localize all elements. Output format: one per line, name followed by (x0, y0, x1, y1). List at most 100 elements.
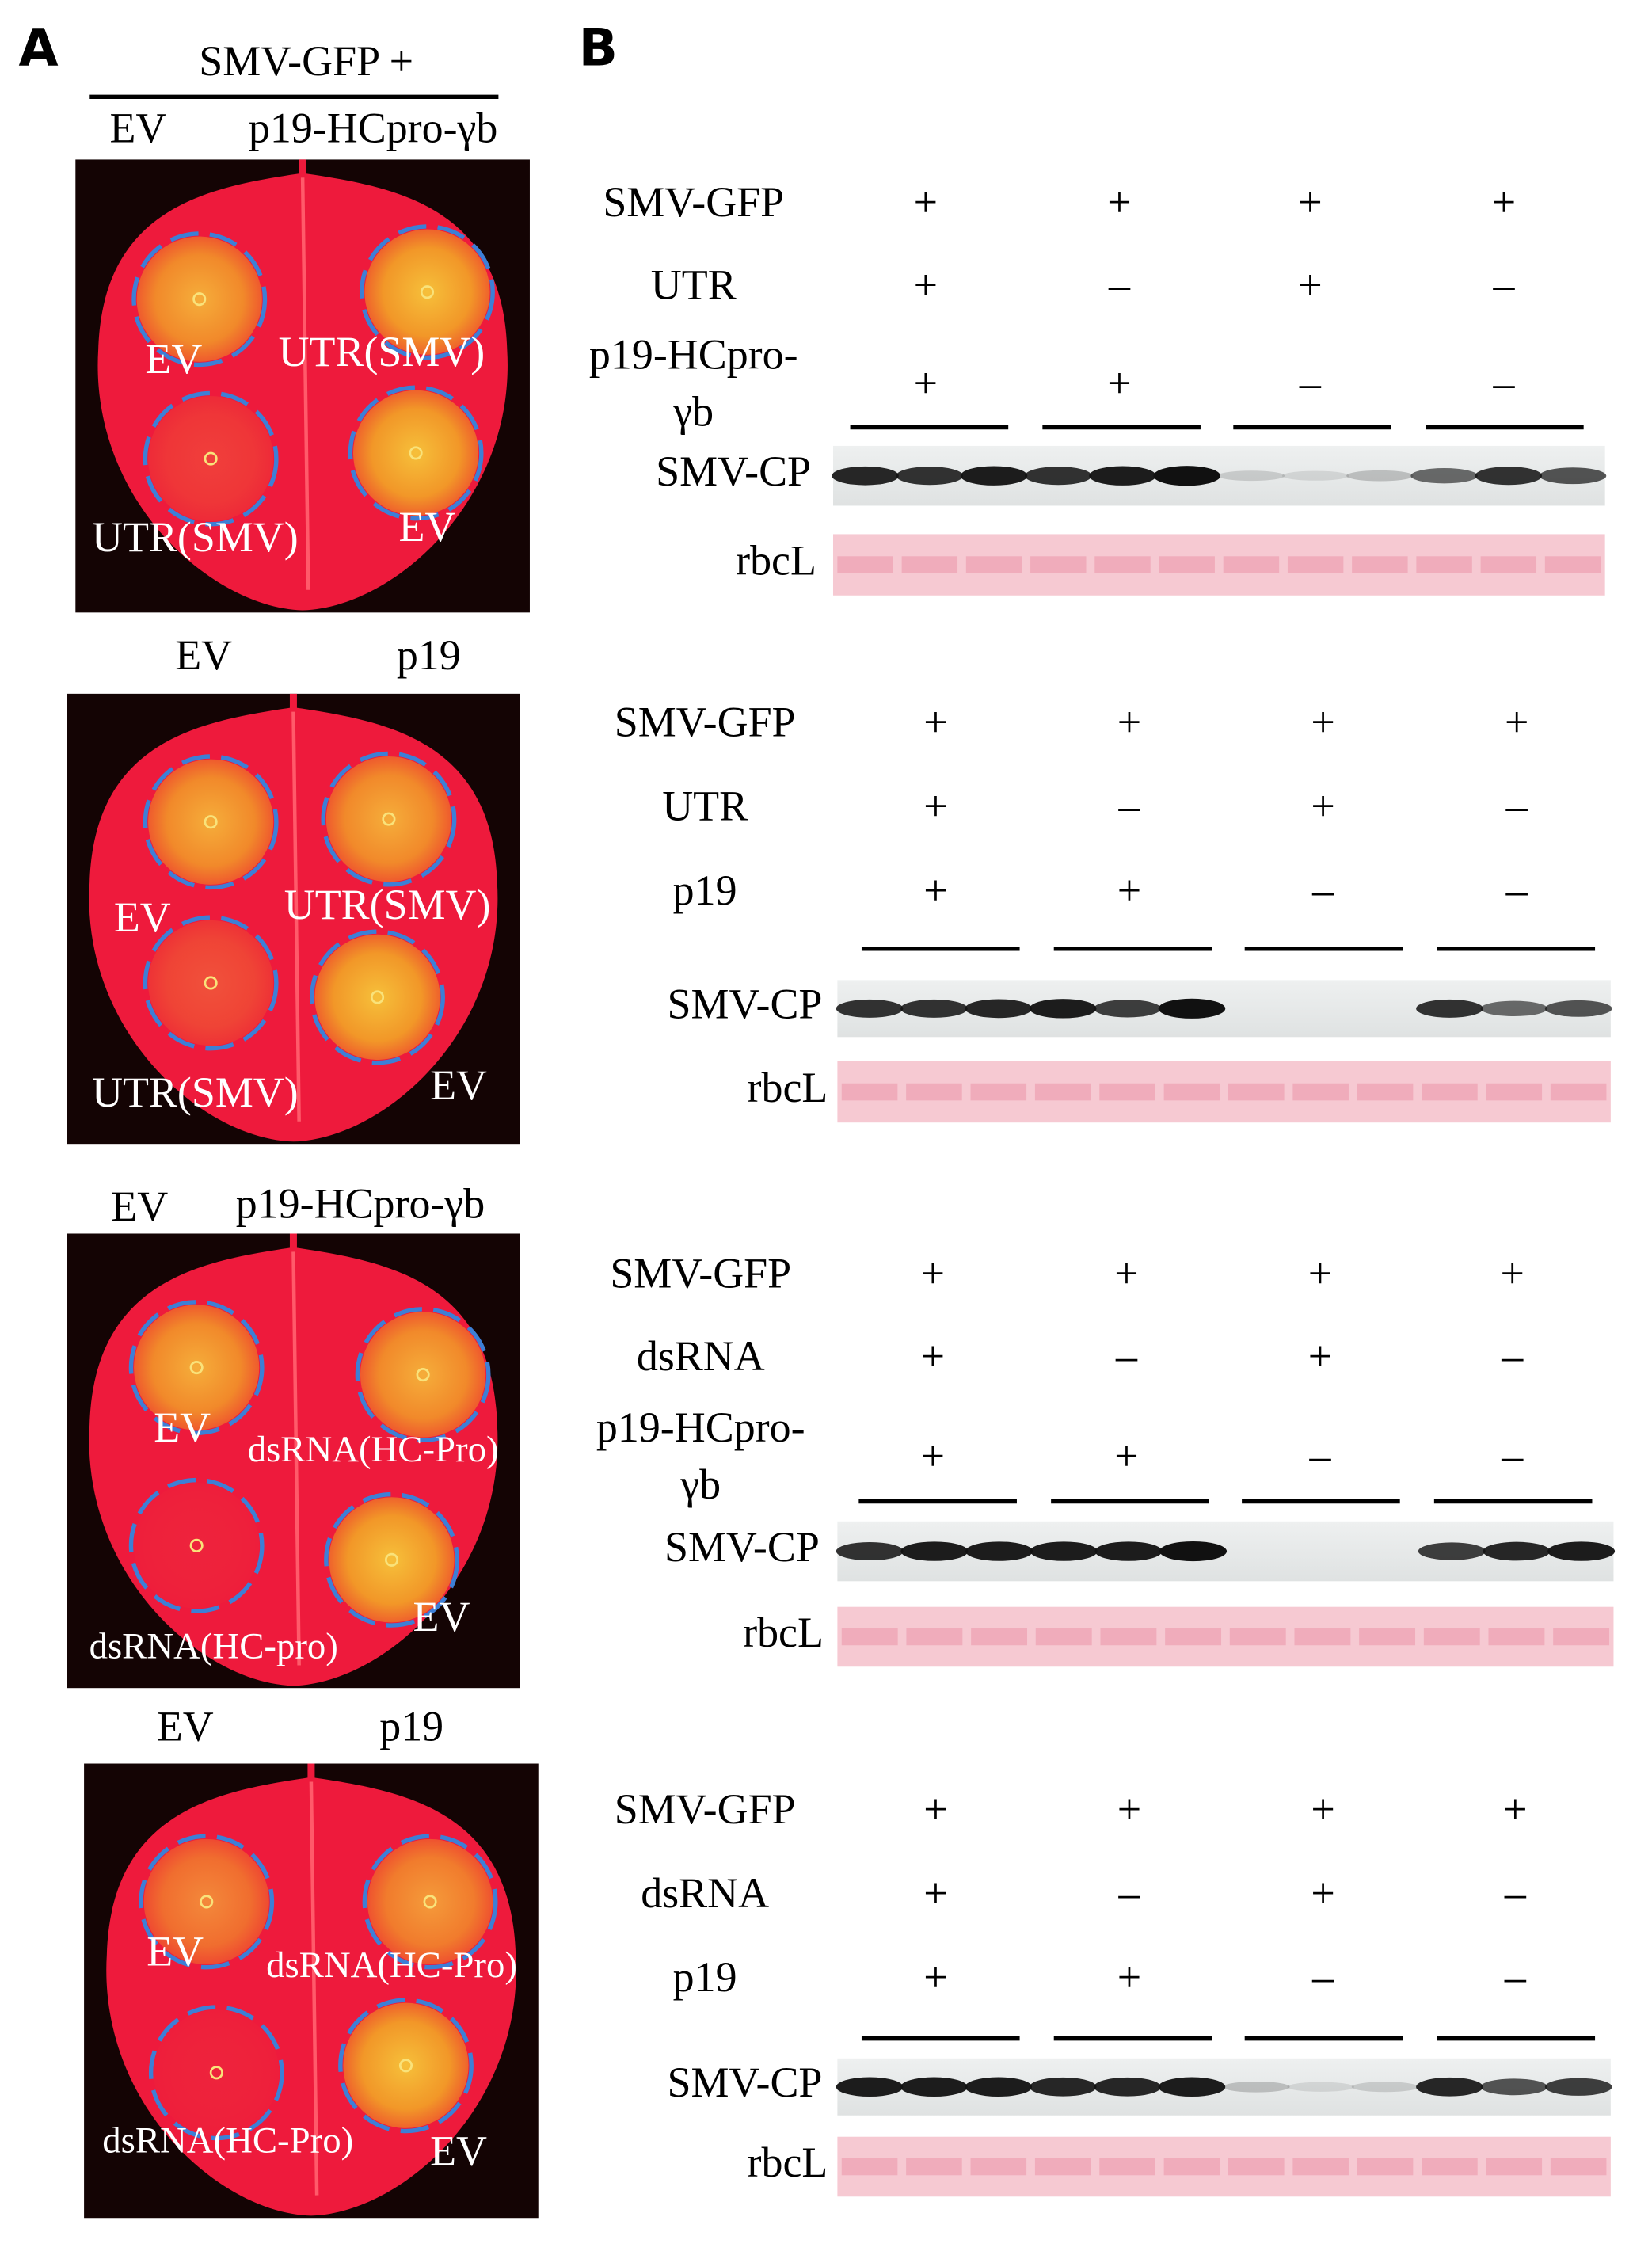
infection-spot (154, 2009, 280, 2135)
spot-label: UTR(SMV) (92, 513, 299, 561)
ponceau-stain (837, 2136, 1611, 2197)
treatment-sign: + (1117, 1785, 1141, 1833)
rbcl-band (1094, 556, 1151, 573)
spot-label: EV (147, 1928, 204, 1975)
spot-ring-center (423, 1895, 437, 1909)
protein-band (1158, 998, 1226, 1019)
protein-band (965, 1541, 1033, 1561)
rbcl-band (1030, 556, 1087, 573)
spot-label: dsRNA(HC-Pro) (102, 2120, 353, 2161)
row-label: p19 (673, 867, 737, 914)
spot-label: EV (413, 1593, 470, 1640)
rbcl-band (1292, 1083, 1349, 1101)
protein-band (1287, 2082, 1354, 2092)
protein-band (1410, 467, 1478, 484)
infection-spot (367, 1838, 493, 1965)
band-label: SMV-CP (668, 981, 823, 1028)
rbcl-band (1488, 1628, 1545, 1646)
row-label: SMV-GFP (615, 1785, 796, 1833)
spot-ring-center (189, 1361, 204, 1375)
protein-band (1416, 999, 1483, 1018)
infection-spot (329, 1497, 455, 1623)
protein-band (836, 1542, 904, 1561)
treatment-sign: + (921, 1432, 945, 1480)
protein-band (1094, 1541, 1163, 1561)
spot-ring-center (200, 1895, 214, 1909)
spot-ring-center (420, 285, 435, 299)
treatment-sign: + (1308, 1332, 1332, 1380)
spot-ring-center (209, 2066, 223, 2080)
infection-spot (325, 756, 452, 882)
protein-band (960, 466, 1028, 486)
rbcl-band (841, 1083, 898, 1101)
leaf-top-label: EV (109, 105, 166, 152)
spot-label: EV (145, 335, 202, 383)
treatment-sign: – (1108, 261, 1131, 308)
treatment-sign: + (921, 1332, 945, 1380)
protein-band (1346, 470, 1414, 482)
rbcl-band (1422, 2158, 1478, 2176)
infiltration-circle (143, 915, 279, 1051)
leaf-top-label: p19 (379, 1703, 443, 1750)
spot-label: UTR(SMV) (284, 881, 491, 928)
protein-band (896, 467, 964, 486)
row-label: p19 (673, 1953, 737, 2001)
leaf-top-label: p19 (397, 631, 461, 679)
band-label: rbcL (748, 1064, 828, 1111)
spot-ring-center (204, 976, 218, 990)
treatment-sign: + (1311, 1785, 1334, 1833)
infiltration-circle (321, 751, 457, 887)
treatment-sign: + (1117, 867, 1141, 914)
rbcl-band (906, 1083, 962, 1101)
spot-ring-center (204, 451, 218, 466)
spot-label: EV (114, 893, 171, 941)
rbcl-band (1544, 556, 1601, 573)
rbcl-band (1422, 1083, 1478, 1101)
rbcl-band (1292, 2158, 1349, 2176)
infiltration-circle (362, 1834, 498, 1970)
treatment-sign: + (1107, 360, 1131, 407)
infiltration-circle (310, 929, 445, 1065)
treatment-sign: + (1114, 1250, 1138, 1297)
protein-band (1480, 2078, 1548, 2096)
rbcl-band (1165, 1628, 1222, 1646)
rbcl-band (970, 2158, 1027, 2176)
row-label: dsRNA (637, 1332, 765, 1380)
treatment-sign: + (1492, 178, 1516, 226)
band-label: rbcL (743, 1609, 824, 1656)
protein-band (965, 999, 1033, 1019)
spot-ring-center (416, 1367, 430, 1382)
treatment-sign: + (923, 1785, 947, 1833)
protein-band (1281, 470, 1349, 481)
infiltration-circle (348, 385, 484, 521)
protein-band (836, 2077, 904, 2097)
protein-band (900, 2077, 968, 2097)
band-label: SMV-CP (668, 2059, 823, 2106)
protein-band (900, 1541, 969, 1561)
leaf-midrib (300, 177, 310, 590)
spot-ring-center (371, 990, 385, 1004)
treatment-sign: – (1311, 1953, 1334, 2001)
protein-band (836, 999, 904, 1018)
infiltration-circle (128, 1300, 265, 1435)
spot-ring-center (189, 1538, 204, 1552)
treatment-sign: + (1298, 178, 1322, 226)
leaf-top-label: p19-HCpro-γb (236, 1179, 485, 1227)
band-label: rbcL (748, 2139, 828, 2186)
row-label: UTR (662, 783, 748, 830)
infection-spot (134, 1483, 260, 1609)
rbcl-band (1480, 556, 1537, 573)
row-label: SMV-GFP (610, 1250, 791, 1297)
treatment-sign: – (1492, 261, 1515, 308)
row-label: dsRNA (641, 1869, 769, 1917)
leaf-top-label: EV (175, 631, 232, 679)
infection-spot (148, 395, 274, 522)
protein-band (1217, 470, 1285, 482)
infection-spot (143, 1838, 269, 1965)
row-label: γb (672, 388, 714, 436)
protein-band (1418, 1542, 1486, 1560)
infiltration-circle (338, 1998, 474, 2134)
treatment-sign: + (914, 178, 938, 226)
treatment-sign: + (923, 699, 947, 746)
protein-band (1544, 1000, 1612, 1017)
